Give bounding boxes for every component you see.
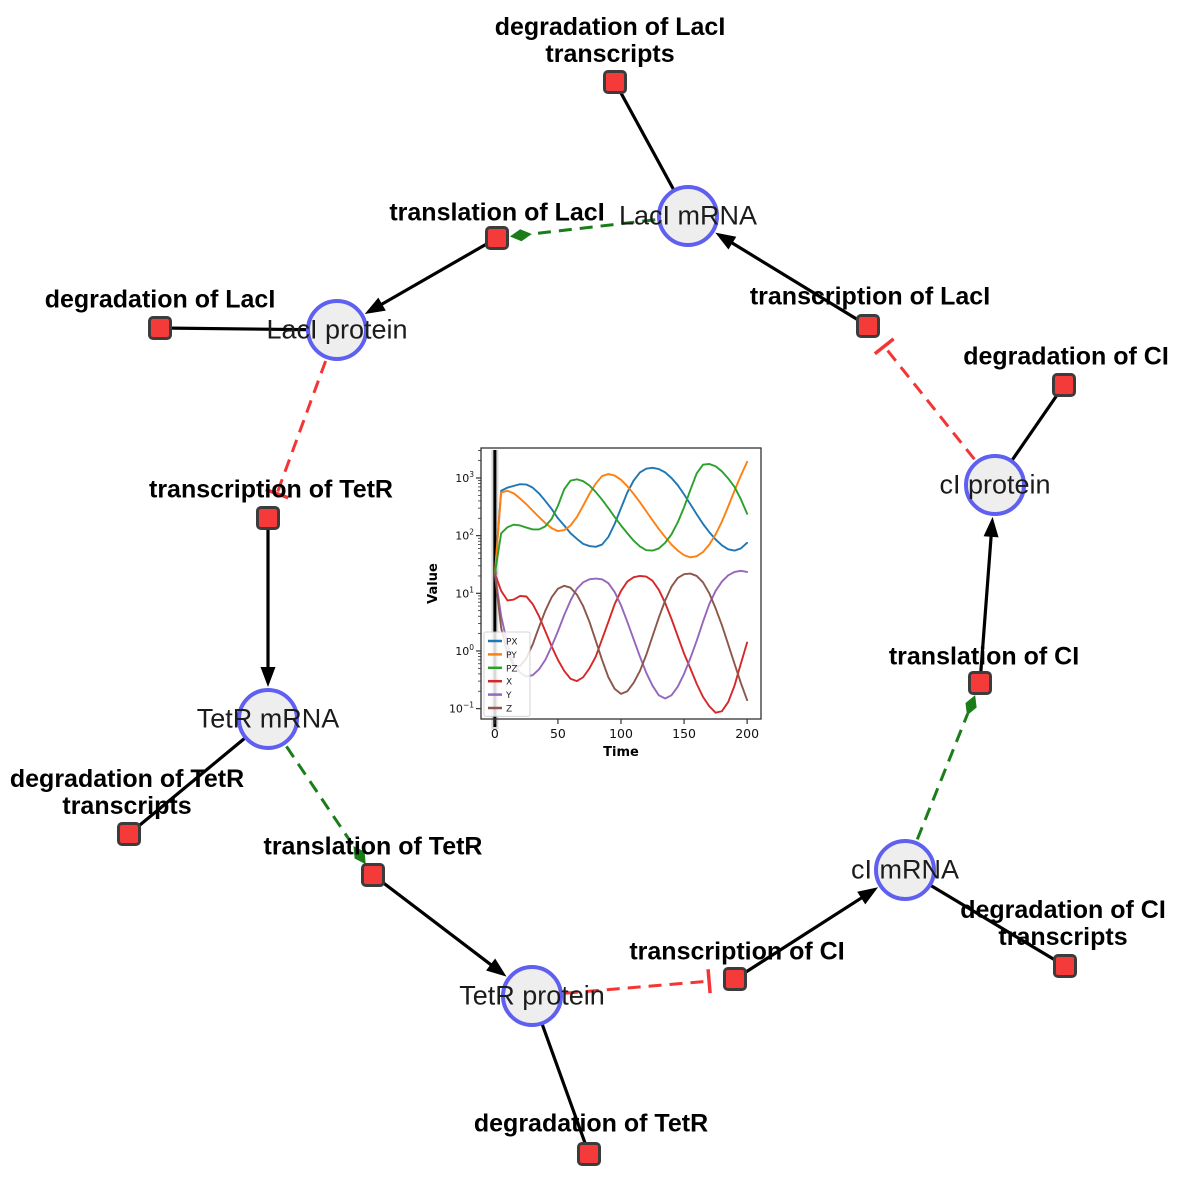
edge-modifier-tetr-mrna-to-translation-of-tetr [285, 745, 366, 865]
svg-text:200: 200 [735, 726, 759, 741]
svg-text:PY: PY [506, 651, 517, 661]
svg-text:PX: PX [506, 638, 518, 648]
reaction-node-degradation-of-laci[interactable] [148, 316, 172, 340]
svg-text:101: 101 [455, 585, 474, 600]
svg-text:Z: Z [506, 705, 512, 715]
svg-text:0: 0 [491, 726, 499, 741]
reaction-node-transcription-of-ci[interactable] [723, 967, 747, 991]
x-ticks: 0 50 100 150 200 [491, 719, 759, 741]
species-node-tetr-protein[interactable] [501, 965, 563, 1027]
edge-inhibition-ci-protein-to-transcription-of-laci [873, 337, 976, 461]
edge-production-transcription-of-tetr-to-tetr-mrna [260, 518, 276, 687]
edge-consumption-degradation-of-ci-transcripts-to-ci-mrna [904, 868, 1066, 968]
series-curves [493, 460, 749, 714]
edge-inhibition-laci-protein-to-transcription-of-tetr [265, 360, 328, 500]
svg-text:103: 103 [455, 470, 474, 485]
series-line-PZ [493, 463, 749, 575]
svg-text:100: 100 [609, 726, 633, 741]
svg-text:102: 102 [455, 528, 474, 543]
svg-text:150: 150 [672, 726, 696, 741]
svg-text:PZ: PZ [506, 664, 518, 674]
series-line-Y [493, 569, 749, 700]
reaction-node-degradation-of-laci-transcripts[interactable] [603, 70, 627, 94]
reaction-node-transcription-of-tetr[interactable] [256, 506, 280, 530]
svg-text:Y: Y [505, 691, 512, 701]
reaction-node-translation-of-laci[interactable] [485, 226, 509, 250]
species-node-ci-mrna[interactable] [874, 839, 936, 901]
svg-text:X: X [506, 678, 512, 688]
reaction-node-degradation-of-ci[interactable] [1052, 373, 1076, 397]
species-node-ci-protein[interactable] [964, 454, 1026, 516]
y-axis-label: Value [426, 563, 441, 604]
edge-inhibition-tetr-protein-to-transcription-of-ci [564, 969, 712, 995]
reaction-node-translation-of-tetr[interactable] [361, 863, 385, 887]
legend: PX PY PZ XYZ [483, 631, 531, 717]
x-axis-label: Time [603, 745, 639, 760]
series-line-X [493, 572, 749, 714]
reaction-node-degradation-of-ci-transcripts[interactable] [1053, 954, 1077, 978]
edge-production-transcription-of-ci-to-ci-mrna [734, 887, 879, 981]
edge-production-transcription-of-laci-to-laci-mrna [715, 232, 869, 328]
svg-text:10−1: 10−1 [449, 701, 474, 716]
series-line-PY [493, 460, 749, 575]
y-ticks: 10−1 100 101 102 103 [449, 450, 481, 716]
series-line-Z [493, 572, 749, 702]
edge-production-translation-of-tetr-to-tetr-protein [372, 873, 507, 977]
svg-text:50: 50 [550, 726, 566, 741]
species-node-tetr-mrna[interactable] [237, 688, 299, 750]
reaction-node-transcription-of-laci[interactable] [856, 314, 880, 338]
species-node-laci-protein[interactable] [306, 299, 368, 361]
edge-modifier-laci-mrna-to-translation-of-laci [509, 218, 656, 242]
edge-production-translation-of-laci-to-laci-protein [364, 236, 498, 315]
series-line-PX [493, 466, 749, 575]
species-node-laci-mrna[interactable] [657, 185, 719, 247]
reaction-node-degradation-of-tetr[interactable] [577, 1142, 601, 1166]
svg-text:100: 100 [455, 643, 474, 658]
edge-production-translation-of-ci-to-ci-protein [978, 516, 999, 684]
reaction-node-translation-of-ci[interactable] [968, 671, 992, 695]
reaction-node-degradation-of-tetr-transcripts[interactable] [117, 822, 141, 846]
edge-modifier-ci-mrna-to-translation-of-ci [915, 695, 977, 840]
